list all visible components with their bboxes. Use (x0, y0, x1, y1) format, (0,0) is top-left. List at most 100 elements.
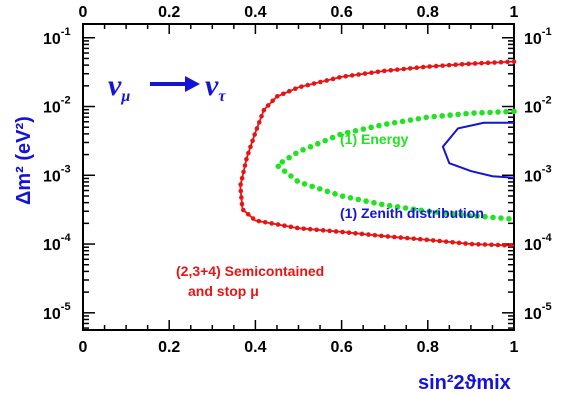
series-dot-1 (332, 191, 338, 197)
series-dot-0 (508, 243, 514, 248)
series-dot-0 (242, 163, 248, 168)
series-dot-1 (466, 212, 472, 219)
series-dot-1 (423, 114, 430, 121)
series-dot-1 (418, 207, 425, 214)
series-dot-0 (456, 240, 462, 246)
series-dot-0 (498, 59, 504, 65)
series-dot-0 (262, 219, 268, 225)
series-dot-0 (275, 222, 281, 227)
series-dot-0 (502, 242, 507, 248)
series-dot-1 (383, 121, 390, 127)
series-dot-0 (265, 103, 271, 108)
series-dot-0 (495, 242, 501, 248)
series-dot-1 (410, 206, 417, 212)
series-dot-1 (378, 201, 385, 208)
series-dot-1 (368, 124, 374, 131)
series-dot-0 (485, 60, 491, 66)
axis-ticks (82, 24, 515, 330)
series-dot-1 (458, 211, 464, 218)
series-dot-0 (307, 226, 313, 232)
series-dot-0 (359, 231, 365, 237)
series-dot-1 (495, 109, 501, 115)
series-dot-0 (252, 132, 257, 137)
series-dot-0 (414, 65, 420, 71)
series-dot-1 (355, 196, 362, 203)
series-dot-1 (286, 154, 292, 161)
series-dot-1 (363, 198, 369, 204)
series-dot-1 (471, 110, 477, 116)
series-dot-0 (275, 94, 280, 99)
series-dot-1 (337, 131, 343, 138)
series-dot-1 (307, 143, 314, 150)
series-dot-0 (463, 241, 468, 246)
series-dot-1 (315, 140, 321, 147)
series-dot-0 (398, 235, 404, 240)
series-dot-0 (466, 61, 471, 67)
series-dot-1 (402, 205, 409, 211)
label-semicontained-line2: and stop μ (188, 283, 259, 299)
series-dot-0 (343, 73, 349, 79)
series-dot-0 (353, 231, 358, 236)
x-tick-label-top: 0 (79, 4, 88, 21)
x-tick-label: 0.4 (244, 339, 266, 356)
series-dot-0 (375, 69, 381, 75)
series-dot-1 (360, 126, 367, 132)
series-dot-0 (401, 66, 407, 72)
series-dot-1 (442, 210, 448, 216)
y-tick-label-right: 10-4 (524, 232, 552, 254)
y-tick-label-right: 10-5 (524, 301, 552, 323)
series-dot-0 (270, 98, 276, 104)
series-dot-1 (506, 215, 512, 222)
series-dot-0 (440, 63, 445, 68)
series-dot-0 (238, 188, 244, 194)
series-dot-1 (463, 110, 469, 117)
series-dot-1 (300, 147, 306, 153)
series-dot-0 (239, 195, 244, 200)
series-dot-0 (256, 218, 262, 224)
series-dot-1 (439, 113, 445, 119)
series-dot-0 (407, 66, 413, 71)
y-tick-label: 10-5 (43, 301, 71, 323)
series-dot-0 (362, 71, 368, 76)
series-dot-1 (316, 186, 323, 192)
series-dot-0 (424, 237, 430, 243)
x-tick-labels: 0 0 0.2 0.2 0.4 0.4 0.6 0.6 0.8 0.8 1 1 (79, 4, 519, 356)
series-dot-0 (427, 64, 432, 69)
x-tick-label-top: 0.6 (330, 4, 352, 21)
series-dot-0 (250, 216, 256, 221)
y-tick-label: 10-2 (43, 95, 71, 117)
series-dot-1 (294, 178, 301, 184)
series-dot-0 (356, 72, 361, 77)
series-dot-1 (322, 137, 329, 144)
series-dot-0 (293, 86, 298, 92)
x-tick-label-top: 0.2 (158, 4, 180, 21)
series-dot-0 (245, 211, 251, 217)
series-dot-0 (314, 227, 319, 233)
series-dot-1 (309, 183, 315, 190)
series-dot-0 (330, 76, 336, 82)
series-dot-0 (248, 144, 253, 150)
series-dot-0 (372, 232, 378, 238)
series-dot-0 (379, 233, 384, 239)
series-dot-0 (259, 113, 264, 119)
series-dot-0 (349, 73, 355, 78)
y-tick-label: 10-4 (43, 232, 71, 254)
channel-from: ν (108, 69, 122, 102)
series-dot-1 (281, 168, 288, 174)
series-dot-0 (476, 242, 481, 247)
channel-annotation: νμ ντ (108, 69, 226, 105)
series-dot-0 (305, 82, 311, 88)
series-dot-0 (382, 68, 387, 74)
series-dot-0 (430, 238, 436, 243)
series-dot-1 (288, 173, 294, 179)
series-dot-1 (490, 214, 496, 221)
series-dot-0 (311, 81, 317, 86)
svg-text:νμ: νμ (108, 69, 130, 105)
series-dot-0 (450, 239, 455, 245)
channel-to: ν (205, 69, 219, 102)
series-dot-1 (347, 195, 354, 201)
series-dot-1 (399, 118, 406, 125)
series-dot-1 (498, 215, 504, 221)
series-dot-0 (288, 224, 294, 230)
series-dot-0 (420, 64, 426, 70)
